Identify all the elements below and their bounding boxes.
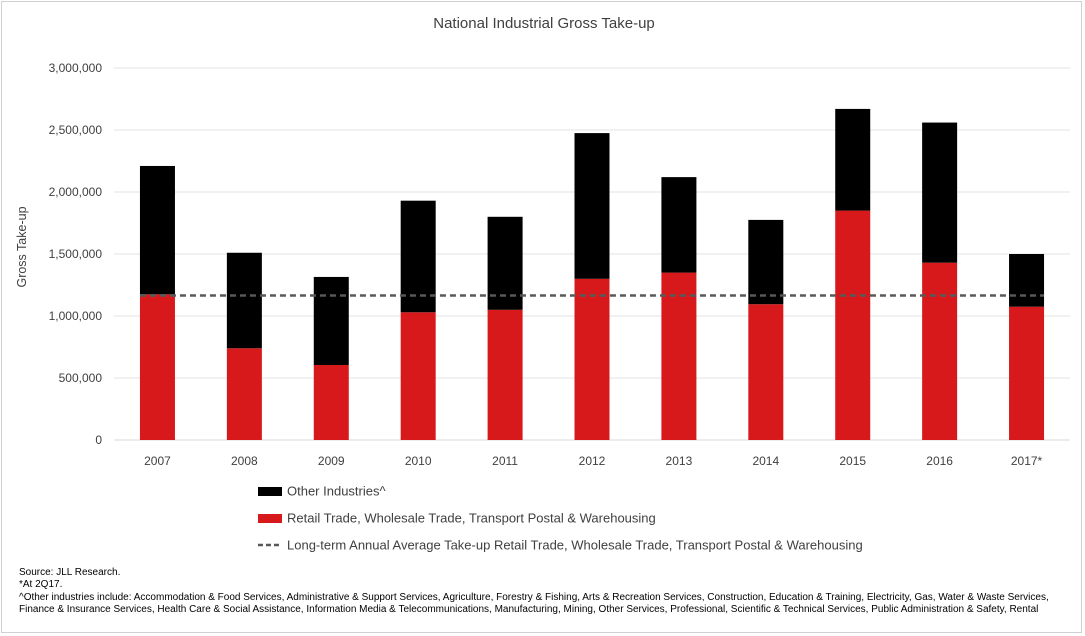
bar-segment [1009,254,1045,307]
x-tick-label: 2015 [839,454,866,468]
legend-swatch [258,487,282,496]
bar-segment [139,294,175,440]
bar-segment [661,272,697,440]
y-axis-ticks: 0 500,000 1,000,000 1,500,000 2,000,000 2,500… [49,61,103,447]
y-tick-label: 3,000,000 [49,61,103,75]
x-tick-label: 2009 [318,454,345,468]
bar-segment [313,364,349,440]
x-axis-ticks: 2007 2008 2009 2010 2011 2012 2013 2014 2015 2016… [144,454,1042,468]
bars [139,108,1045,440]
legend-label: Other Industries^ [287,484,386,499]
bar-segment [313,276,349,365]
chart: National Industrial Gross Take-up Gross … [15,15,1070,553]
legend-label: Long-term Annual Average Take-up Retail … [287,538,863,553]
x-tick-label: 2011 [492,454,518,468]
bar-segment [1009,306,1045,440]
y-tick-label: 1,500,000 [49,247,103,261]
y-tick-label: 2,500,000 [49,123,103,137]
x-tick-label: 2013 [666,454,693,468]
source-note: Source: JLL Research. [19,567,121,578]
other-industries-note-2: Finance & Insurance Services, Health Car… [19,604,1039,616]
bar-segment [487,309,523,440]
bar-segment [574,133,610,279]
y-tick-label: 2,000,000 [49,185,103,199]
legend-label: Retail Trade, Wholesale Trade, Transport… [287,511,656,526]
asterisk-note: *At 2Q17. [19,579,63,591]
bar-segment [922,262,958,440]
x-tick-label: 2007 [144,454,171,468]
bar-segment [835,108,871,211]
legend: Other Industries^ Retail Trade, Wholesale… [258,484,863,553]
x-tick-label: 2012 [579,454,606,468]
x-tick-label: 2016 [926,454,953,468]
x-tick-label: 2008 [231,454,258,468]
y-tick-label: 0 [95,433,102,447]
bar-segment [574,278,610,440]
x-tick-label: 2010 [405,454,432,468]
x-tick-label: 2014 [752,454,779,468]
chart-title: National Industrial Gross Take-up [433,15,655,32]
bar-segment [400,312,436,440]
y-tick-label: 500,000 [59,371,103,385]
y-tick-label: 1,000,000 [49,309,103,323]
bar-segment [661,177,697,273]
legend-swatch [258,514,282,523]
y-axis-label: Gross Take-up [15,206,29,287]
bar-segment [835,210,871,440]
footnotes: Source: JLL Research. *At 2Q17. ^Other i… [19,567,1069,617]
bar-segment [748,304,784,440]
bar-segment [226,252,262,349]
bar-segment [922,122,958,263]
bar-segment [226,348,262,440]
x-tick-label: 2017* [1011,454,1043,468]
bar-segment [748,219,784,305]
other-industries-note-1: ^Other industries include: Accommodation… [19,591,1049,603]
bar-segment [139,165,175,295]
bar-segment [400,200,436,313]
